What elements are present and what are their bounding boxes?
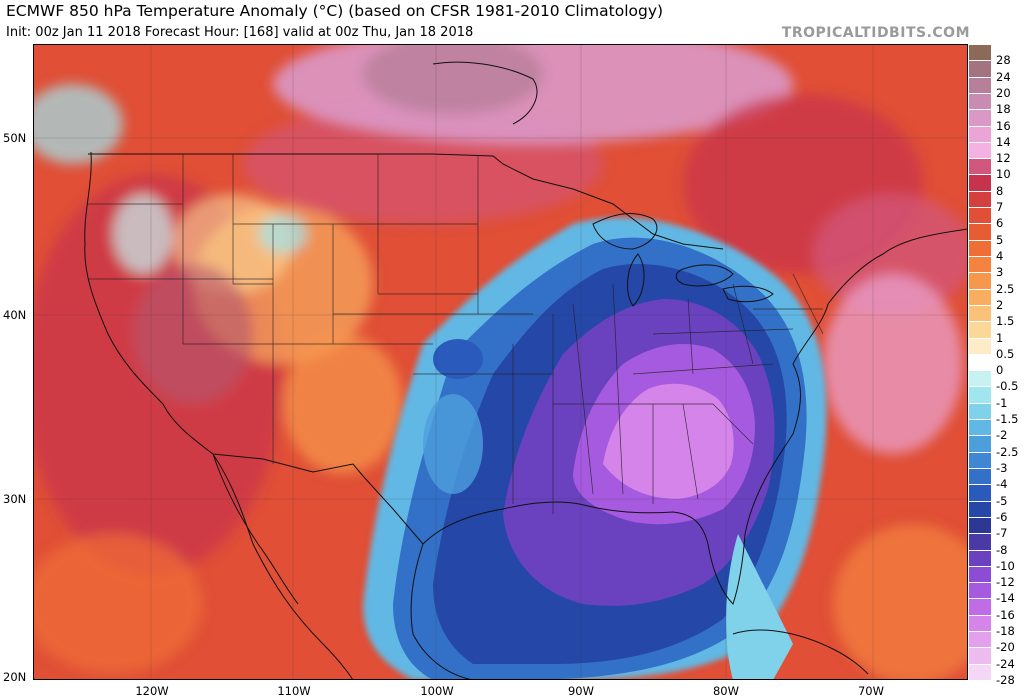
coastline-borders	[84, 61, 968, 680]
colorbar-swatch	[969, 631, 991, 648]
colorbar-swatch	[969, 92, 991, 110]
cold-anomaly-fields	[363, 217, 827, 680]
colorbar-tick-label: 1.5	[996, 314, 1015, 329]
colorbar-tick-label: 16	[996, 118, 1011, 133]
colorbar-swatch	[969, 239, 991, 256]
colorbar-swatch	[969, 435, 991, 452]
map-frame	[33, 44, 968, 680]
colorbar-tick-label: 0	[996, 363, 1004, 378]
colorbar-swatch	[969, 141, 991, 159]
colorbar-swatch	[969, 174, 991, 191]
colorbar-swatch	[969, 125, 991, 142]
colorbar-tick-label: 1	[996, 330, 1004, 345]
lon-label-70w: 70W	[857, 684, 885, 698]
colorbar-swatch	[969, 304, 991, 322]
colorbar-swatch	[969, 256, 991, 273]
colorbar-swatch	[969, 484, 991, 501]
colorbar-tick-label: 24	[996, 69, 1011, 84]
colorbar-swatch	[969, 663, 991, 680]
colorbar-tick-label: -6	[996, 509, 1008, 524]
lat-label-50n: 50N	[3, 131, 27, 145]
colorbar-tick-label: 14	[996, 134, 1011, 149]
colorbar-swatch	[969, 565, 991, 583]
colorbar-tick-label: 6	[996, 216, 1004, 231]
colorbar-swatch	[969, 370, 991, 387]
colorbar-tick-label: -5	[996, 493, 1008, 508]
colorbar-swatch	[969, 533, 991, 550]
colorbar-tick-label: -7	[996, 526, 1008, 541]
colorbar-tick-label: 2.5	[996, 281, 1015, 296]
colorbar-tick-label: 18	[996, 102, 1011, 117]
colorbar-tick-label: 20	[996, 85, 1011, 100]
colorbar-swatch	[969, 468, 991, 485]
colorbar-swatch	[969, 288, 991, 305]
colorbar-tick-label: -3	[996, 461, 1008, 475]
colorbar-tick-label: -10	[996, 558, 1015, 573]
colorbar-tick-label: -14	[996, 591, 1015, 606]
anomaly-map	[33, 44, 968, 680]
lon-label-120w: 120W	[135, 684, 169, 698]
colorbar-swatch	[969, 614, 991, 632]
lat-label-30n: 30N	[3, 492, 27, 506]
colorbar-tick-label: 28	[996, 53, 1011, 68]
colorbar-swatch	[969, 60, 991, 77]
colorbar-tick-label: -2.5	[996, 444, 1019, 459]
colorbar-tick-label: 8	[996, 183, 1004, 198]
colorbar-swatch	[969, 44, 991, 61]
map-title: ECMWF 850 hPa Temperature Anomaly (°C) (…	[6, 2, 664, 20]
colorbar-swatch	[969, 158, 991, 175]
colorbar-tick-label: -0.5	[996, 379, 1019, 394]
colorbar-swatch	[969, 598, 991, 615]
colorbar-tick-label: -24	[996, 656, 1015, 671]
colorbar-tick-label: 12	[996, 151, 1011, 166]
colorbar-swatch	[969, 451, 991, 468]
lat-label-20n: 20N	[3, 670, 27, 684]
colorbar-swatch	[969, 582, 991, 599]
colorbar-swatch	[969, 419, 991, 436]
colorbar-swatch	[969, 516, 991, 534]
colorbar-swatch	[969, 402, 991, 420]
colorbar-tick-label: -12	[996, 575, 1015, 590]
colorbar-swatch	[969, 207, 991, 224]
colorbar-tick-label: 5	[996, 232, 1004, 247]
colorbar-tick-label: -1	[996, 395, 1008, 410]
colorbar-swatch	[969, 190, 991, 208]
colorbar-swatch	[969, 337, 991, 354]
colorbar-swatch	[969, 223, 991, 240]
colorbar-tick-label: 0.5	[996, 346, 1015, 361]
lat-label-40n: 40N	[3, 308, 27, 322]
colorbar-swatch	[969, 353, 991, 371]
colorbar-tick-label: -4	[996, 477, 1008, 492]
forecast-info: Init: 00z Jan 11 2018 Forecast Hour: [16…	[6, 25, 474, 40]
lon-label-100w: 100W	[420, 684, 454, 698]
colorbar-swatch	[969, 321, 991, 338]
colorbar-tick-label: 2	[996, 297, 1004, 312]
lon-label-110w: 110W	[277, 684, 311, 698]
colorbar-tick-label: 4	[996, 249, 1004, 263]
colorbar-swatch	[969, 500, 991, 517]
lon-label-90w: 90W	[567, 684, 595, 698]
colorbar-tick-label: -2	[996, 428, 1008, 443]
colorbar-swatch	[969, 549, 991, 566]
colorbar-tick-label: 7	[996, 200, 1004, 215]
colorbar-swatch	[969, 109, 991, 126]
colorbar-tick-label: -20	[996, 640, 1015, 655]
colorbar-swatch	[969, 272, 991, 289]
colorbar-swatch	[969, 76, 991, 93]
colorbar-tick-label: -8	[996, 542, 1008, 557]
state-boundaries	[88, 154, 824, 514]
colorbar-swatch	[969, 647, 991, 664]
colorbar-tick-label: -18	[996, 624, 1015, 639]
colorbar	[969, 44, 991, 680]
colorbar-tick-label: 10	[996, 167, 1011, 182]
colorbar-tick-label: -1.5	[996, 412, 1019, 427]
colorbar-swatch	[969, 386, 991, 403]
graticule	[33, 44, 968, 680]
colorbar-tick-label: 3	[996, 265, 1004, 280]
colorbar-tick-label: -28	[996, 673, 1015, 687]
lon-label-80w: 80W	[712, 684, 740, 698]
colorbar-tick-label: -16	[996, 607, 1015, 622]
site-watermark: TROPICALTIDBITS.COM	[781, 25, 970, 41]
